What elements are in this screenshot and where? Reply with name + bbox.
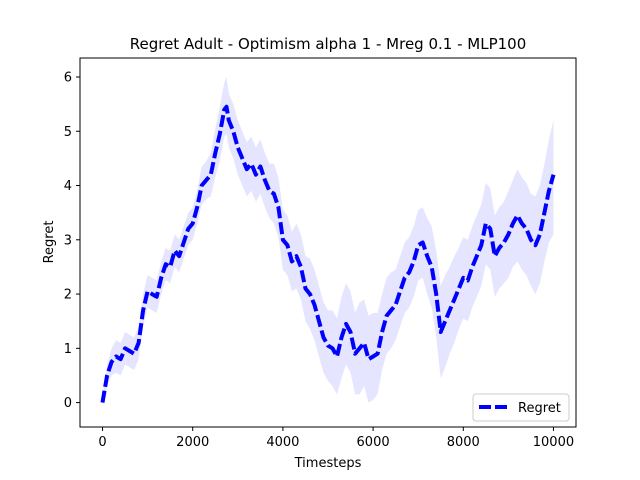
regret-series-line xyxy=(100,104,556,403)
y-axis: 0 1 2 3 4 5 6 xyxy=(64,70,80,411)
legend-box xyxy=(472,393,570,422)
x-tick-label: 8000 xyxy=(447,435,480,450)
y-tick-label: 2 xyxy=(64,288,72,303)
y-tick-label: 0 xyxy=(64,396,72,411)
x-axis: 0 2000 4000 6000 8000 10000 xyxy=(98,427,574,450)
y-axis-label: Regret xyxy=(42,221,57,264)
x-axis-label: Timesteps xyxy=(294,456,362,471)
x-tick-label: 4000 xyxy=(266,435,299,450)
x-tick-label: 6000 xyxy=(357,435,390,450)
chart-title: Regret Adult - Optimism alpha 1 - Mreg 0… xyxy=(130,35,527,53)
y-tick-label: 4 xyxy=(64,179,72,194)
axes-frame xyxy=(79,57,577,428)
legend: Regret xyxy=(472,393,570,422)
x-tick-label: 10000 xyxy=(533,435,574,450)
y-tick-label: 3 xyxy=(64,233,72,248)
legend-entry-regret: Regret xyxy=(518,401,561,416)
y-tick-label: 1 xyxy=(64,342,72,357)
y-tick-label: 6 xyxy=(64,70,72,85)
plot-area xyxy=(100,77,556,406)
x-tick-label: 2000 xyxy=(176,435,209,450)
x-tick-label: 0 xyxy=(98,435,106,450)
y-tick-label: 5 xyxy=(64,125,72,140)
